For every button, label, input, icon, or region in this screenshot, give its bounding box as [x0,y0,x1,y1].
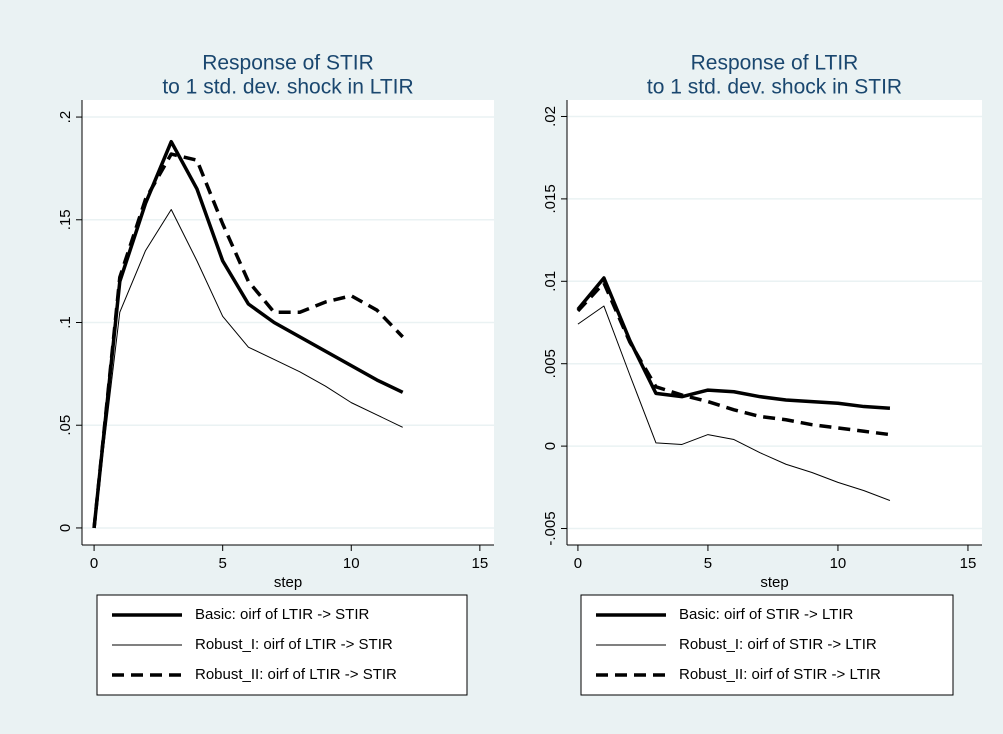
chart-title: Response of STIR [202,52,374,75]
chart-subtitle: to 1 std. dev. shock in STIR [647,76,902,99]
x-tick-label: 10 [343,555,360,572]
plot-area [567,100,982,545]
x-tick-label: 5 [219,555,227,572]
legend-label: Robust_II: oirf of STIR -> LTIR [679,666,881,683]
legend-label: Robust_I: oirf of STIR -> LTIR [679,636,877,653]
x-tick-label: 15 [472,555,489,572]
x-tick-label: 10 [830,555,847,572]
x-tick-label: 15 [960,555,977,572]
y-tick-label: .05 [57,415,74,436]
x-axis-label: step [760,574,788,591]
legend-label: Basic: oirf of LTIR -> STIR [195,606,370,623]
x-axis-label: step [274,574,302,591]
legend-label: Robust_II: oirf of LTIR -> STIR [195,666,397,683]
x-tick-label: 5 [704,555,712,572]
x-tick-label: 0 [90,555,98,572]
y-tick-label: .01 [542,271,559,292]
series-line [92,152,404,529]
chart-subtitle: to 1 std. dev. shock in LTIR [162,76,413,99]
y-tick-label: .2 [57,111,74,124]
x-tick-label: 0 [574,555,582,572]
legend-label: Basic: oirf of STIR -> LTIR [679,606,854,623]
y-tick-label: .005 [542,349,559,378]
y-tick-label: 0 [542,442,559,450]
series-line [577,305,891,501]
series-line [93,209,403,529]
chart-title: Response of LTIR [691,52,859,75]
y-tick-label: .15 [57,209,74,230]
y-tick-label: .015 [542,184,559,213]
y-tick-label: .1 [57,316,74,329]
legend-label: Robust_I: oirf of LTIR -> STIR [195,636,393,653]
series-line [576,281,891,437]
y-tick-label: .02 [542,106,559,127]
y-tick-label: 0 [57,524,74,532]
y-tick-label: -.005 [542,511,559,545]
